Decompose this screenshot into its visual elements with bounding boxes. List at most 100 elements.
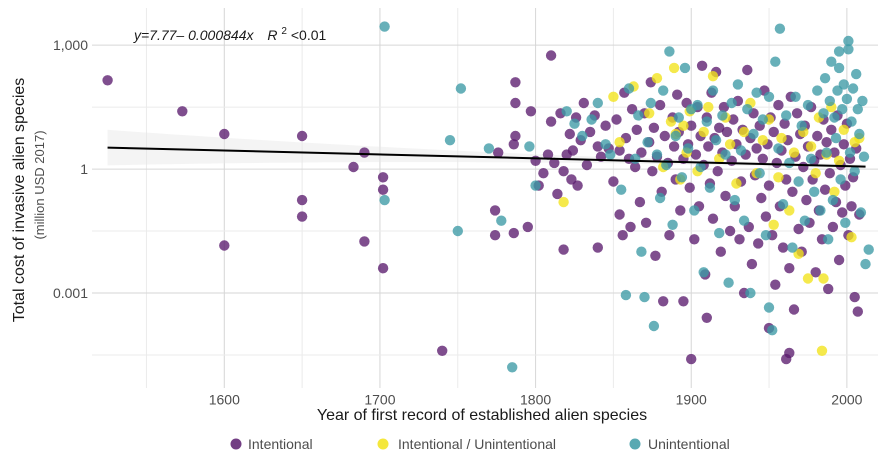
point-unintentional-75 bbox=[796, 120, 807, 131]
point-intentional-10 bbox=[377, 172, 389, 183]
point-intentional-136 bbox=[757, 153, 768, 164]
point-intentional-82 bbox=[672, 89, 683, 100]
point-intentional-unintentional-4 bbox=[644, 108, 655, 119]
point-intentional-141 bbox=[763, 180, 775, 191]
point-unintentional-49 bbox=[720, 149, 731, 160]
x-tick-label-0: 1600 bbox=[209, 391, 240, 407]
point-intentional-unintentional-35 bbox=[805, 141, 817, 152]
point-intentional-129 bbox=[746, 258, 758, 270]
point-intentional-0 bbox=[102, 75, 113, 86]
point-unintentional-52 bbox=[729, 194, 740, 206]
point-unintentional-92 bbox=[833, 62, 845, 74]
point-intentional-44 bbox=[584, 126, 596, 138]
point-unintentional-17 bbox=[616, 184, 627, 195]
point-intentional-unintentional-34 bbox=[802, 273, 814, 284]
point-intentional-20 bbox=[510, 97, 521, 109]
point-intentional-6 bbox=[296, 211, 308, 222]
point-unintentional-74 bbox=[793, 176, 804, 187]
point-unintentional-25 bbox=[645, 97, 656, 109]
point-unintentional-88 bbox=[827, 194, 839, 206]
point-intentional-26 bbox=[538, 168, 549, 179]
point-unintentional-102 bbox=[849, 166, 860, 177]
point-unintentional-22 bbox=[636, 246, 647, 257]
x-tick-label-4: 2000 bbox=[831, 391, 862, 407]
point-intentional-185 bbox=[829, 147, 840, 158]
point-unintentional-67 bbox=[773, 143, 784, 154]
point-intentional-30 bbox=[549, 157, 560, 169]
point-intentional-22 bbox=[522, 221, 533, 233]
point-intentional-184 bbox=[827, 221, 839, 233]
point-intentional-2 bbox=[219, 128, 230, 140]
point-intentional-24 bbox=[530, 155, 541, 166]
point-unintentional-86 bbox=[824, 95, 835, 107]
point-intentional-29 bbox=[545, 50, 557, 61]
point-intentional-unintentional-27 bbox=[768, 219, 779, 230]
point-intentional-unintentional-25 bbox=[757, 135, 768, 146]
point-unintentional-63 bbox=[763, 91, 775, 103]
point-intentional-38 bbox=[567, 145, 579, 156]
point-intentional-unintentional-36 bbox=[810, 168, 821, 179]
y-tick-label-1: 1 bbox=[80, 161, 88, 177]
point-intentional-27 bbox=[542, 149, 554, 160]
point-unintentional-62 bbox=[760, 230, 772, 241]
point-unintentional-12 bbox=[577, 130, 588, 142]
point-unintentional-56 bbox=[742, 104, 753, 115]
point-unintentional-108 bbox=[858, 151, 870, 162]
point-unintentional-14 bbox=[592, 97, 603, 109]
point-unintentional-68 bbox=[774, 23, 786, 34]
r-letter: R bbox=[267, 27, 277, 43]
point-intentional-53 bbox=[614, 209, 625, 220]
point-intentional-174 bbox=[812, 130, 823, 142]
point-unintentional-16 bbox=[605, 149, 616, 160]
point-unintentional-70 bbox=[781, 110, 792, 121]
point-intentional-80 bbox=[668, 141, 680, 152]
legend: Intentional Intentional / Unintentional … bbox=[230, 436, 730, 452]
y-axis-subtitle: (million USD 2017) bbox=[32, 130, 47, 239]
point-intentional-113 bbox=[720, 190, 731, 202]
point-intentional-182 bbox=[824, 168, 835, 179]
point-intentional-155 bbox=[784, 347, 795, 359]
point-intentional-3 bbox=[219, 240, 230, 251]
point-intentional-34 bbox=[558, 244, 569, 255]
x-tick-label-1: 1700 bbox=[364, 391, 395, 407]
point-unintentional-50 bbox=[723, 277, 734, 288]
tick-labels: 1600 1700 1800 1900 2000 0.001 1 1,000 bbox=[53, 37, 863, 407]
point-unintentional-94 bbox=[837, 104, 848, 115]
point-intentional-unintentional-11 bbox=[678, 120, 689, 131]
point-unintentional-77 bbox=[802, 99, 814, 111]
point-intentional-181 bbox=[823, 283, 834, 295]
point-unintentional-100 bbox=[846, 116, 857, 127]
point-intentional-76 bbox=[659, 130, 670, 142]
data-points bbox=[102, 21, 874, 373]
point-intentional-89 bbox=[684, 182, 695, 193]
point-unintentional-58 bbox=[748, 128, 759, 140]
point-unintentional-13 bbox=[586, 114, 597, 125]
point-intentional-unintentional-39 bbox=[818, 273, 829, 284]
point-unintentional-59 bbox=[751, 87, 762, 98]
point-unintentional-93 bbox=[835, 174, 846, 185]
point-unintentional-96 bbox=[840, 217, 851, 228]
equation-prefix: y=7.77– 0.000844x bbox=[133, 27, 254, 43]
point-unintentional-57 bbox=[745, 287, 756, 299]
point-intentional-18 bbox=[508, 139, 519, 150]
point-unintentional-35 bbox=[676, 172, 688, 183]
point-intentional-190 bbox=[837, 207, 848, 218]
point-intentional-92 bbox=[689, 234, 700, 245]
legend-label-intentional-unintentional: Intentional / Unintentional bbox=[398, 436, 556, 452]
y-tick-label-0: 0.001 bbox=[53, 285, 88, 301]
point-intentional-21 bbox=[510, 77, 521, 88]
point-unintentional-76 bbox=[799, 215, 810, 226]
point-intentional-12 bbox=[377, 263, 389, 274]
point-unintentional-6 bbox=[496, 215, 507, 226]
point-intentional-90 bbox=[686, 120, 697, 131]
confidence-band bbox=[107, 129, 866, 169]
point-intentional-unintentional-7 bbox=[665, 116, 677, 127]
point-intentional-9 bbox=[359, 236, 370, 247]
point-intentional-13 bbox=[437, 345, 448, 356]
point-unintentional-40 bbox=[692, 99, 703, 111]
point-unintentional-39 bbox=[689, 205, 700, 216]
point-unintentional-31 bbox=[664, 46, 675, 57]
point-intentional-146 bbox=[771, 157, 782, 169]
point-intentional-78 bbox=[664, 230, 675, 241]
point-unintentional-48 bbox=[717, 110, 728, 121]
